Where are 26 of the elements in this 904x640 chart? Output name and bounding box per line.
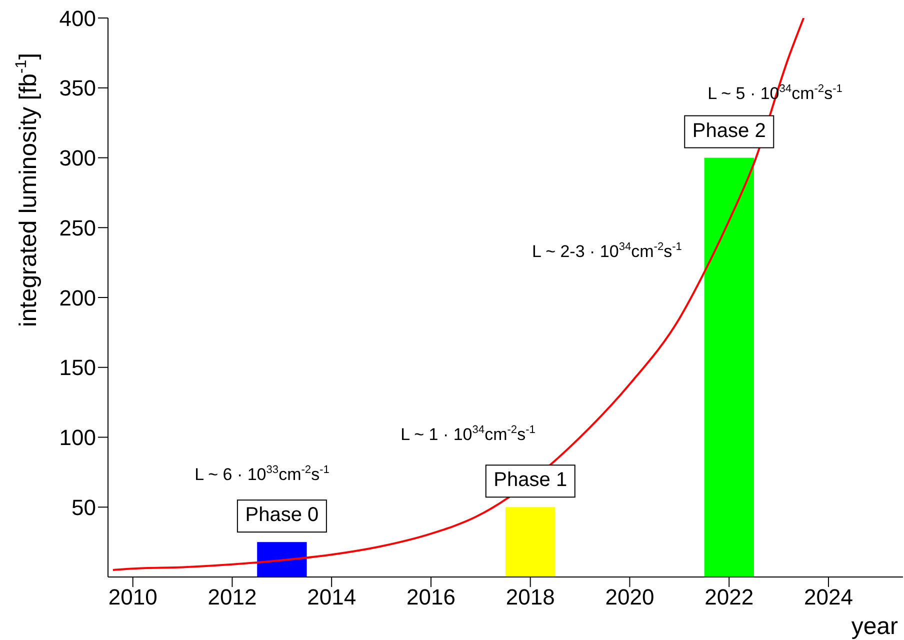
x-tick-label: 2012: [208, 584, 257, 610]
x-tick-label: 2016: [406, 584, 456, 610]
y-tick-label: 200: [59, 285, 96, 310]
x-axis-title: year: [851, 613, 898, 640]
y-tick-label: 150: [59, 355, 96, 380]
x-tick-label: 2014: [307, 584, 356, 610]
data-label: Phase 2: [692, 120, 766, 142]
data-label: Phase 1: [494, 469, 568, 492]
y-tick-label: 400: [59, 6, 96, 31]
bar: [257, 542, 307, 577]
y-tick-label: 350: [59, 76, 96, 101]
data-label: Phase 0: [245, 504, 319, 526]
y-tick-label: 300: [59, 146, 96, 171]
y-tick-label: 250: [59, 215, 96, 240]
x-tick-label: 2024: [804, 584, 853, 610]
bar: [704, 158, 754, 577]
bar: [506, 507, 556, 577]
annotation: L ~ 6 · 10$^{33}$cm$^{-2}$s$^{-1}$: [194, 464, 330, 484]
y-tick-label: 100: [59, 425, 96, 450]
annotation: L ~ 1 · 10$^{34}$cm$^{-2}$s$^{-1}$: [400, 424, 536, 444]
x-tick-label: 2018: [506, 584, 555, 610]
x-tick-label: 2022: [704, 584, 754, 610]
x-tick-label: 2020: [605, 584, 654, 610]
annotation: L ~ 2-3 · 10$^{34}$cm$^{-2}$s$^{-1}$: [532, 240, 682, 262]
y-tick-label: 50: [72, 494, 96, 520]
x-tick-label: 2010: [108, 584, 158, 610]
